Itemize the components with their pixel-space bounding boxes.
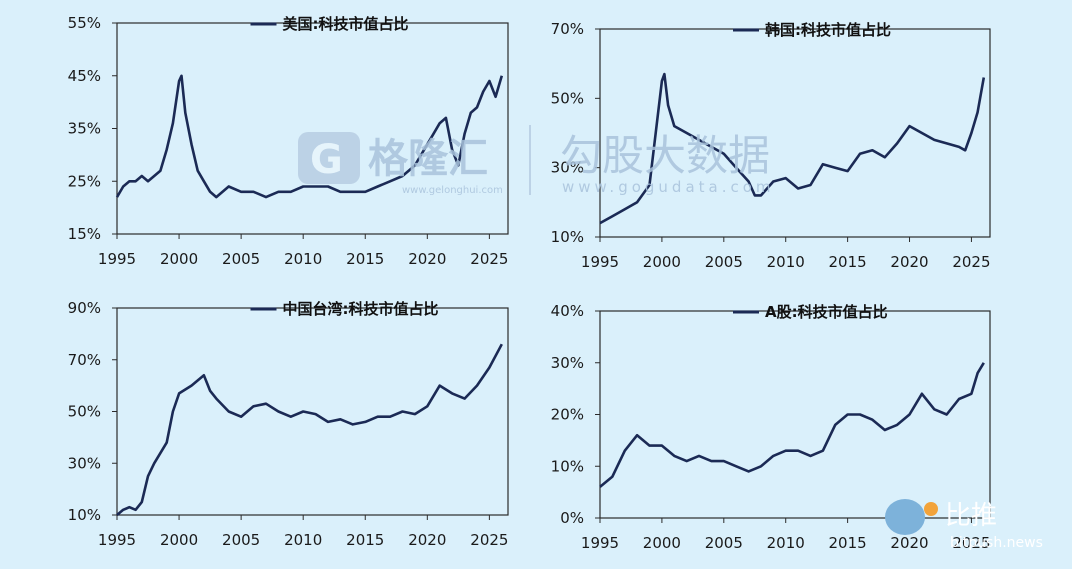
x-tick-label: 2000 [160, 250, 198, 268]
svg-text:G: G [310, 137, 343, 183]
charts-layer: 15% 25% 35% 45% 55% 1995 2000 2005 2010 2015 2020 2… [68, 14, 991, 552]
y-tick-label: 90% [68, 299, 101, 317]
y-tick-label: 25% [68, 172, 101, 190]
x-tick-label: 2025 [952, 534, 990, 552]
gogudata-text: 勾股大数据 [560, 131, 770, 180]
legend: 韩国:科技市值占比 [733, 21, 891, 39]
legend: 美国:科技市值占比 [250, 15, 409, 33]
bitpush-url: bitpush.news [950, 535, 1043, 551]
y-tick-label: 35% [68, 120, 101, 138]
gelonghui-url: www.gelonghui.com [402, 185, 503, 196]
series-line [115, 74, 504, 199]
plot-frame [599, 28, 991, 238]
gelonghui-logo-icon [298, 132, 360, 184]
x-tick-label: 2005 [705, 253, 743, 271]
x-tick-label: 2010 [767, 253, 805, 271]
y-tick-label: 10% [68, 506, 101, 524]
x-tick-label: 2015 [829, 534, 867, 552]
gogudata-url: www.gogudata.com [562, 178, 775, 196]
plot-frame [599, 310, 991, 519]
bitpush-bird-icon [885, 499, 925, 535]
bitcoin-icon [924, 502, 938, 516]
series-line [599, 72, 986, 225]
series-line [599, 362, 985, 488]
y-tick-label: 0% [560, 509, 584, 527]
plot-frame [116, 307, 509, 516]
y-tick-label: 20% [551, 406, 584, 424]
x-tick-label: 2005 [705, 534, 743, 552]
x-tick-label: 2020 [890, 253, 928, 271]
x-tick-label: 2020 [408, 531, 446, 549]
x-tick-label: 2010 [767, 534, 805, 552]
y-tick-label: 55% [68, 14, 101, 32]
watermark-bitpush: 比推 bitpush.news [885, 499, 1043, 551]
x-tick-label: 1995 [98, 250, 136, 268]
x-tick-label: 1995 [581, 253, 619, 271]
x-tick-label: 2025 [952, 253, 990, 271]
x-tick-label: 2000 [160, 531, 198, 549]
x-tick-label: 2020 [890, 534, 928, 552]
x-tick-label: 2010 [284, 250, 322, 268]
watermark-gogudata: 勾股大数据 www.gogudata.com [560, 131, 775, 196]
x-tick-label: 2005 [222, 250, 260, 268]
y-tick-label: 45% [68, 67, 101, 85]
x-tick-label: 2020 [408, 250, 446, 268]
watermark-gelonghui: G 格隆汇 www.gelonghui.com [298, 125, 531, 196]
legend: A股:科技市值占比 [733, 303, 888, 321]
legend-label: 中国台湾:科技市值占比 [283, 300, 439, 318]
x-tick-label: 2015 [346, 250, 384, 268]
x-tick-label: 2005 [222, 531, 260, 549]
legend-label: 美国:科技市值占比 [283, 15, 409, 33]
plot-frame [116, 22, 509, 235]
y-tick-label: 30% [551, 159, 584, 177]
x-tick-label: 2000 [643, 253, 681, 271]
legend-label: A股:科技市值占比 [765, 303, 888, 321]
chart-panel-4: 0% 10% 20% 30% 40% 1995 2000 2005 2010 2015 2020 20… [551, 302, 991, 552]
x-tick-label: 2015 [346, 531, 384, 549]
y-tick-label: 10% [551, 457, 584, 475]
y-tick-label: 70% [551, 20, 584, 38]
y-tick-label: 50% [551, 89, 584, 107]
x-tick-label: 2010 [284, 531, 322, 549]
y-tick-label: 15% [68, 225, 101, 243]
gelonghui-text: 格隆汇 [368, 136, 488, 182]
chart-panel-1: 15% 25% 35% 45% 55% 1995 2000 2005 2010 2015 2020 2… [68, 14, 509, 268]
y-tick-label: 10% [551, 228, 584, 246]
y-tick-label: 40% [551, 302, 584, 320]
legend: 中国台湾:科技市值占比 [250, 300, 439, 318]
bitpush-text: 比推 [945, 501, 997, 531]
series-line [116, 343, 503, 516]
y-tick-label: 30% [68, 454, 101, 472]
x-tick-label: 2025 [470, 250, 508, 268]
y-tick-label: 70% [68, 351, 101, 369]
x-tick-label: 1995 [581, 534, 619, 552]
chart-panel-2: 10% 30% 50% 70% 1995 2000 2005 2010 2015 2020 2025… [551, 20, 991, 271]
y-tick-label: 50% [68, 403, 101, 421]
x-tick-label: 1995 [98, 531, 136, 549]
chart-panel-3: 10% 30% 50% 70% 90% 1995 2000 2005 2010 2015 2020 2… [68, 299, 509, 549]
legend-label: 韩国:科技市值占比 [765, 21, 891, 39]
x-tick-label: 2025 [470, 531, 508, 549]
y-tick-label: 30% [551, 354, 584, 372]
x-tick-label: 2015 [829, 253, 867, 271]
x-tick-label: 2000 [643, 534, 681, 552]
